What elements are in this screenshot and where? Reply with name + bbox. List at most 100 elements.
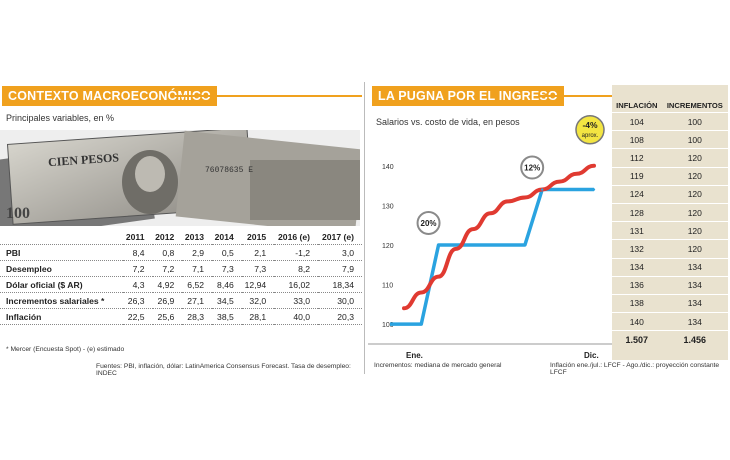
inflacion-cell: 104	[612, 111, 662, 131]
incrementos-point	[437, 243, 440, 247]
incrementos-cell: 100	[661, 111, 728, 131]
table-cell: 34,5	[212, 292, 242, 309]
row-label: Dólar oficial ($ AR)	[0, 276, 124, 293]
table-row: PBI 8,4 0,8 2,9 0,5 2,1 -1,2 3,0	[0, 244, 362, 261]
macro-subtitle: Principales variables, en %	[6, 113, 115, 123]
table-row: Inflación 22,5 25,6 28,3 38,5 28,1 40,0 20,3	[0, 308, 362, 325]
y-tick-label: 140	[382, 164, 394, 171]
table-cell: 20,3	[318, 308, 362, 325]
table-cell: 8,2	[274, 260, 319, 277]
macro-sources: Fuentes: PBI, inflación, dólar: LatinAme…	[96, 363, 351, 377]
total-cell: 1.456	[661, 330, 728, 349]
inflacion-cell: 128	[612, 202, 662, 222]
col-header	[0, 229, 124, 245]
x-tick-label: Ene.	[406, 351, 423, 360]
table-row: 128 120	[612, 202, 728, 222]
macro-table: 2011 2012 2013 2014 2015 2016 (e) 2017 (…	[0, 229, 362, 325]
incrementos-cell: 134	[661, 312, 728, 331]
incrementos-cell: 100	[661, 130, 728, 149]
table-row: 140 134	[612, 312, 728, 331]
annotation-bubble	[575, 115, 605, 145]
incrementos-point	[402, 322, 406, 326]
incrementos-point	[454, 243, 458, 247]
x-tick-label: Dic.	[584, 351, 599, 360]
bill-serial: 76078635 E	[205, 166, 253, 175]
table-row: 104 100	[612, 111, 728, 131]
table-cell: 30,0	[318, 292, 362, 309]
annotation-bubble	[520, 155, 545, 180]
inflacion-cell: 131	[612, 221, 662, 240]
incrementos-point	[471, 243, 475, 247]
table-row: Desempleo 7,2 7,2 7,1 7,3 7,3 8,2 7,9	[0, 260, 362, 277]
table-cell: 32,0	[241, 292, 275, 309]
macro-footnote: * Mercer (Encuesta Spot) - (e) estimado	[6, 346, 125, 353]
table-cell: 7,2	[152, 260, 183, 277]
col-header: 2011	[123, 229, 153, 245]
incrementos-cell: 120	[661, 239, 728, 258]
inflacion-point	[402, 307, 406, 310]
inflacion-point	[575, 172, 578, 175]
table-cell: 33,0	[274, 292, 319, 309]
incrementos-cell: 134	[661, 257, 728, 277]
incrementos-point	[506, 243, 509, 247]
table-cell: 7,3	[212, 260, 242, 277]
table-cell: 8,46	[212, 276, 242, 293]
col-header: 2013	[182, 229, 213, 245]
row-label: PBI	[0, 244, 124, 261]
y-tick-label: 130	[382, 203, 394, 210]
ingreso-footer-left: Incrementos: mediana de mercado general	[374, 362, 502, 369]
table-row: 112 120	[612, 148, 728, 168]
table-cell: 27,1	[182, 292, 213, 309]
table-row: Dólar oficial ($ AR) 4,3 4,92 6,52 8,46 12,94…	[0, 276, 362, 293]
col-header: 2012	[152, 229, 183, 245]
table-cell: 40,0	[274, 308, 319, 325]
col-header: 2014	[212, 229, 242, 245]
inflacion-cell: 132	[612, 239, 662, 258]
table-cell: 7,3	[241, 260, 275, 277]
bill-text: CIEN PESOS	[48, 150, 120, 169]
annotation-label: 20%	[421, 219, 437, 228]
y-tick-label: 100	[382, 322, 394, 329]
y-tick-label: 120	[382, 243, 394, 250]
inflacion-point	[437, 275, 440, 278]
col-header: 2016 (e)	[274, 229, 319, 245]
macro-table-header: 2011 2012 2013 2014 2015 2016 (e) 2017 (…	[0, 229, 362, 245]
incrementos-cell: 120	[661, 202, 728, 222]
legend-incrementos: INCREMENTOS	[666, 101, 723, 110]
table-cell: 16,02	[274, 276, 319, 293]
ingreso-footer-right: Inflación ene./jul.: LFCF - Ago./dic.: p…	[550, 362, 720, 376]
table-cell: 4,3	[123, 276, 153, 293]
inflacion-cell: 140	[612, 312, 662, 331]
table-row: 136 134	[612, 275, 728, 295]
table-cell: 26,3	[123, 292, 153, 309]
table-cell: 25,6	[152, 308, 183, 325]
table-cell: 38,5	[212, 308, 242, 325]
incrementos-cell: 120	[661, 221, 728, 240]
inflacion-point	[420, 291, 423, 294]
annotation-label: 12%	[524, 164, 540, 173]
inflacion-line	[402, 163, 596, 311]
inflacion-cell: 138	[612, 293, 662, 313]
table-cell: 8,4	[123, 244, 153, 261]
table-row: 119 120	[612, 166, 728, 186]
inflacion-point	[506, 200, 509, 203]
incrementos-point	[575, 188, 578, 191]
total-cell: 1.507	[612, 330, 662, 349]
inflacion-point	[489, 212, 492, 215]
ingreso-header: LA PUGNA POR EL INGRESO	[372, 86, 564, 106]
table-cell: 28,1	[241, 308, 275, 325]
table-row: Incrementos salariales * 26,3 26,9 27,1 34,5…	[0, 292, 362, 309]
incrementos-point	[523, 243, 527, 247]
totals-row: 1.507 1.456	[612, 330, 728, 349]
inflacion-cell: 136	[612, 275, 662, 295]
table-row: 131 120	[612, 221, 728, 240]
annotation-bubble	[416, 210, 441, 235]
inflacion-cell: 119	[612, 166, 662, 186]
legend-inflacion: INFLACIÓN	[616, 101, 658, 110]
col-header: 2015	[241, 229, 275, 245]
incrementos-cell: 120	[661, 148, 728, 168]
incrementos-cell: 120	[661, 184, 728, 204]
annotation-sublabel: aprox.	[582, 133, 599, 139]
table-cell: 28,3	[182, 308, 213, 325]
table-row: 108 100	[612, 130, 728, 149]
